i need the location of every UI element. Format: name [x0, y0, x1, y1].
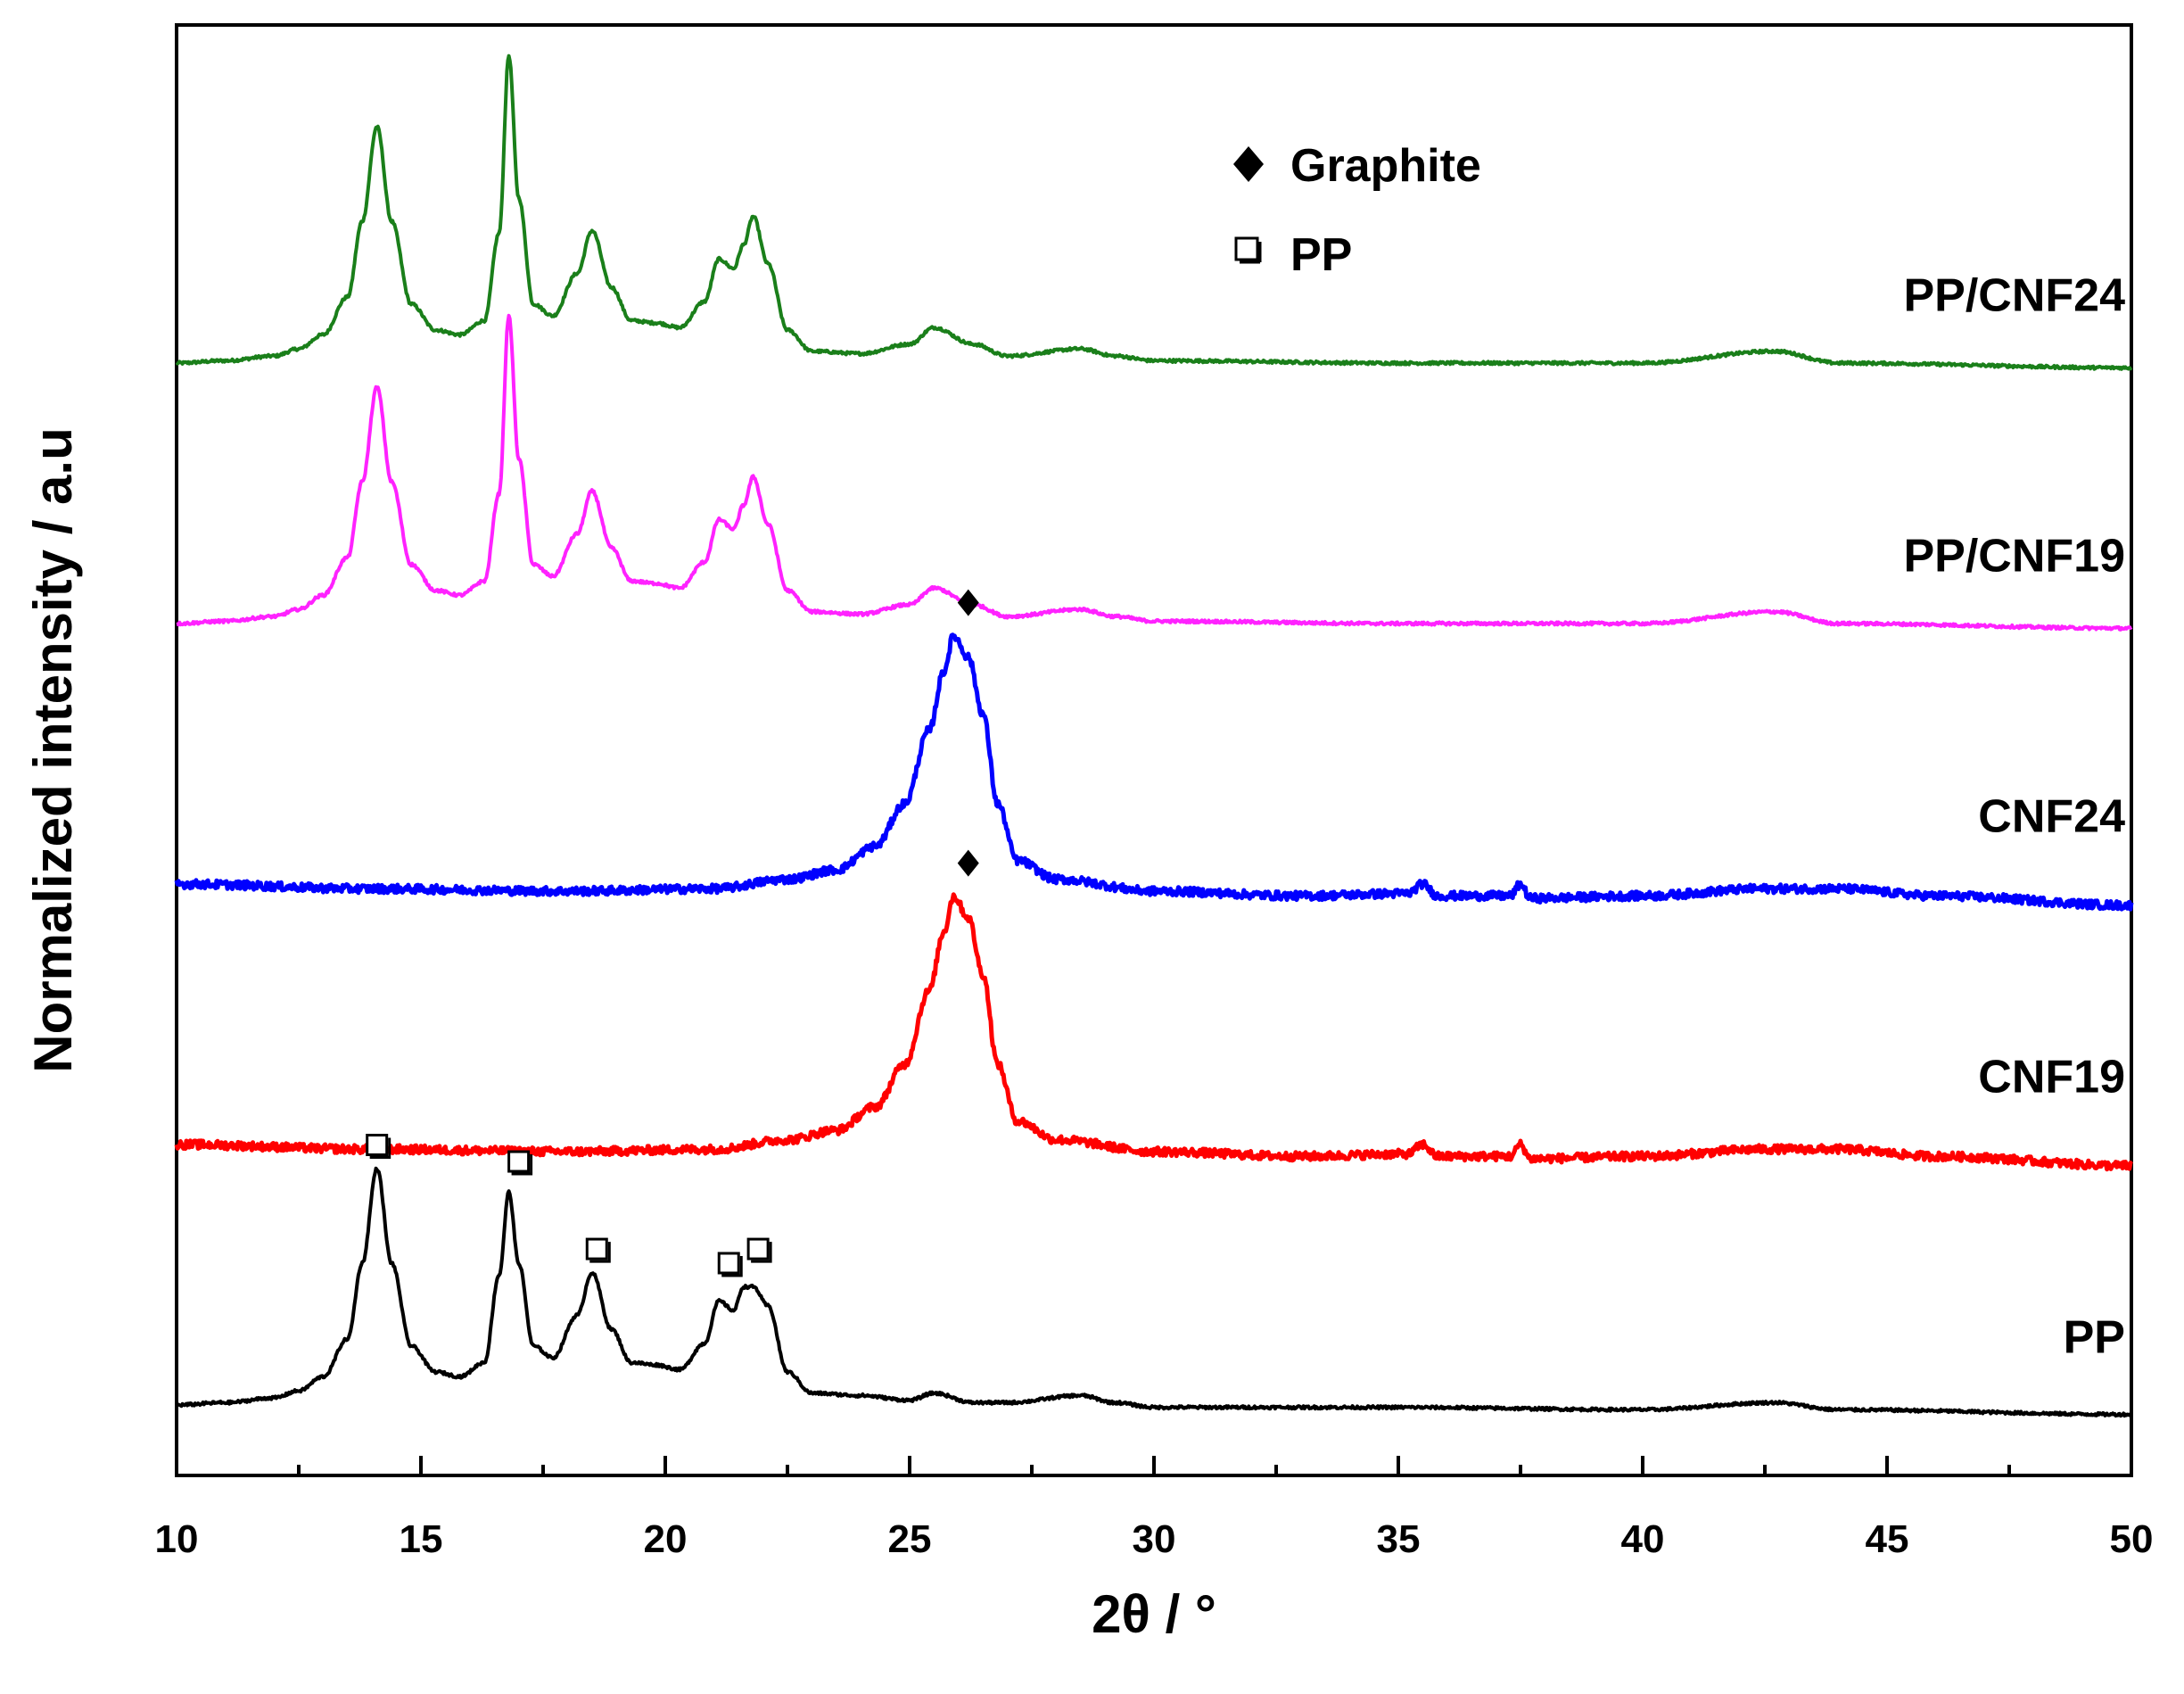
plot-frame	[175, 23, 2133, 1477]
peak-markers	[366, 589, 979, 1277]
series-label-cnf24: CNF24	[1978, 791, 2125, 843]
legend-graphite-label: Graphite	[1290, 140, 1481, 192]
pp-peak-square-marker	[585, 1237, 611, 1263]
series-line-cnf24	[174, 632, 2134, 912]
x-tick-label: 20	[644, 1517, 688, 1561]
x-tick-label: 15	[400, 1517, 443, 1561]
x-axis-title: 2θ / °	[1092, 1584, 1216, 1644]
pp-square-icon	[1234, 236, 1259, 261]
pp-peak-square-marker	[746, 1237, 772, 1263]
series-label-pp-cnf24: PP/CNF24	[1903, 270, 2125, 322]
graphite-diamond-icon	[1233, 146, 1264, 182]
pp-peak-square-marker	[717, 1252, 743, 1277]
series-label-pp-cnf19: PP/CNF19	[1903, 531, 2125, 583]
x-tick-label: 50	[2110, 1517, 2154, 1561]
x-axis-tick-labels: 10 15 20 25 30 35 40 45 50	[155, 1517, 2154, 1561]
series-label-cnf19: CNF19	[1978, 1052, 2125, 1103]
series-line-pp	[176, 1166, 2132, 1418]
legend-pp-label: PP	[1290, 229, 1352, 281]
series-line-pp-cnf24	[175, 54, 2133, 371]
legend: Graphite PP	[1233, 140, 1481, 281]
x-tick-label: 35	[1377, 1517, 1421, 1561]
series-line-cnf19	[174, 892, 2134, 1172]
legend-pp: PP	[1234, 229, 1352, 281]
graphite-peak-diamond-marker	[957, 589, 979, 616]
x-tick-label: 45	[1866, 1517, 1909, 1561]
series-labels: PP/CNF24 PP/CNF19 CNF24 CNF19 PP	[1903, 270, 2125, 1364]
legend-graphite: Graphite	[1233, 140, 1481, 192]
pp-peak-square-marker	[366, 1134, 391, 1159]
series-label-pp: PP	[2064, 1312, 2125, 1364]
x-tick-label: 10	[155, 1517, 199, 1561]
series-line-pp-cnf19	[176, 313, 2133, 632]
graphite-peak-diamond-marker	[957, 849, 979, 877]
pp-peak-square-marker	[507, 1150, 533, 1176]
x-tick-label: 40	[1621, 1517, 1665, 1561]
x-tick-label: 25	[888, 1517, 932, 1561]
x-axis-ticks	[175, 1456, 2133, 1475]
series-group	[174, 54, 2134, 1418]
y-axis-title: Normalized intensity / a.u	[23, 427, 83, 1073]
x-tick-label: 30	[1133, 1517, 1176, 1561]
